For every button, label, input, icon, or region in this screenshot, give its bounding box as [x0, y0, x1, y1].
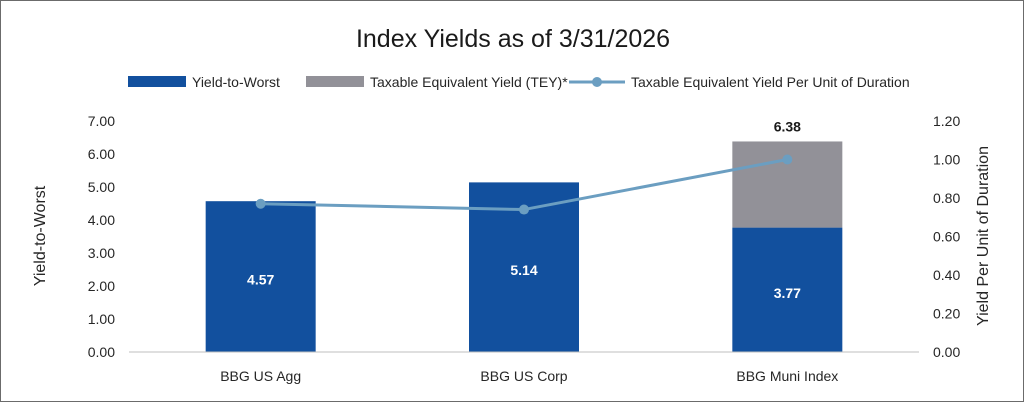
y-left-tick-label: 3.00: [88, 245, 115, 261]
bars: [205, 141, 843, 352]
y-left-tick-label: 6.00: [88, 146, 115, 162]
x-category-labels: BBG US Agg BBG US Corp BBG Muni Index: [220, 368, 838, 384]
y-left-tick-label: 0.00: [88, 344, 115, 360]
x-category-label: BBG Muni Index: [736, 368, 838, 384]
y-right-tick-label: 0.80: [933, 190, 960, 206]
legend-label-yield-to-worst: Yield-to-Worst: [192, 74, 280, 90]
y-left-tick-label: 5.00: [88, 179, 115, 195]
y-right-tick-label: 0.40: [933, 267, 960, 283]
legend-marker-tey-per-duration: [592, 77, 602, 87]
bar-yield-to-worst: [732, 227, 843, 352]
data-label-yield-to-worst: 5.14: [510, 262, 537, 278]
y-left-axis-title: Yield-to-Worst: [32, 185, 49, 286]
legend: Yield-to-Worst Taxable Equivalent Yield …: [128, 74, 910, 90]
y-left-tick-label: 7.00: [88, 113, 115, 129]
legend-swatch-tey: [306, 76, 364, 87]
y-right-tick-label: 0.60: [933, 229, 960, 245]
y-left-tick-label: 4.00: [88, 212, 115, 228]
legend-label-tey: Taxable Equivalent Yield (TEY)*: [370, 74, 568, 90]
x-category-label: BBG US Agg: [220, 368, 301, 384]
point-tey-per-duration: [519, 204, 529, 215]
point-tey-per-duration: [255, 198, 266, 209]
legend-label-tey-per-duration: Taxable Equivalent Yield Per Unit of Dur…: [631, 74, 910, 90]
y-left-tick-label: 2.00: [88, 278, 115, 294]
data-label-tey-total: 6.38: [774, 118, 801, 134]
tey-per-duration-line: [255, 154, 793, 215]
data-label-yield-to-worst: 4.57: [247, 272, 274, 288]
y-left-tick-label: 1.00: [88, 311, 115, 327]
chart-title: Index Yields as of 3/31/2026: [356, 25, 670, 53]
y-right-tick-labels: 0.00 0.20 0.40 0.60 0.80 1.00 1.20: [933, 113, 960, 360]
y-right-tick-label: 0.20: [933, 306, 960, 322]
y-right-tick-label: 0.00: [933, 344, 960, 360]
data-labels: 4.57 5.14 3.77 6.38: [247, 118, 801, 300]
bar-tey-increment: [732, 141, 843, 228]
y-right-tick-label: 1.20: [933, 113, 960, 129]
bar-yield-to-worst: [205, 201, 316, 352]
legend-swatch-yield-to-worst: [128, 76, 186, 87]
y-right-tick-label: 1.00: [933, 152, 960, 168]
data-label-yield-to-worst: 3.77: [774, 285, 801, 301]
y-left-tick-labels: 0.00 1.00 2.00 3.00 4.00 5.00 6.00 7.00: [88, 113, 115, 360]
point-tey-per-duration: [782, 154, 793, 165]
x-category-label: BBG US Corp: [480, 368, 567, 384]
y-right-axis-title: Yield Per Unit of Duration: [975, 146, 992, 326]
